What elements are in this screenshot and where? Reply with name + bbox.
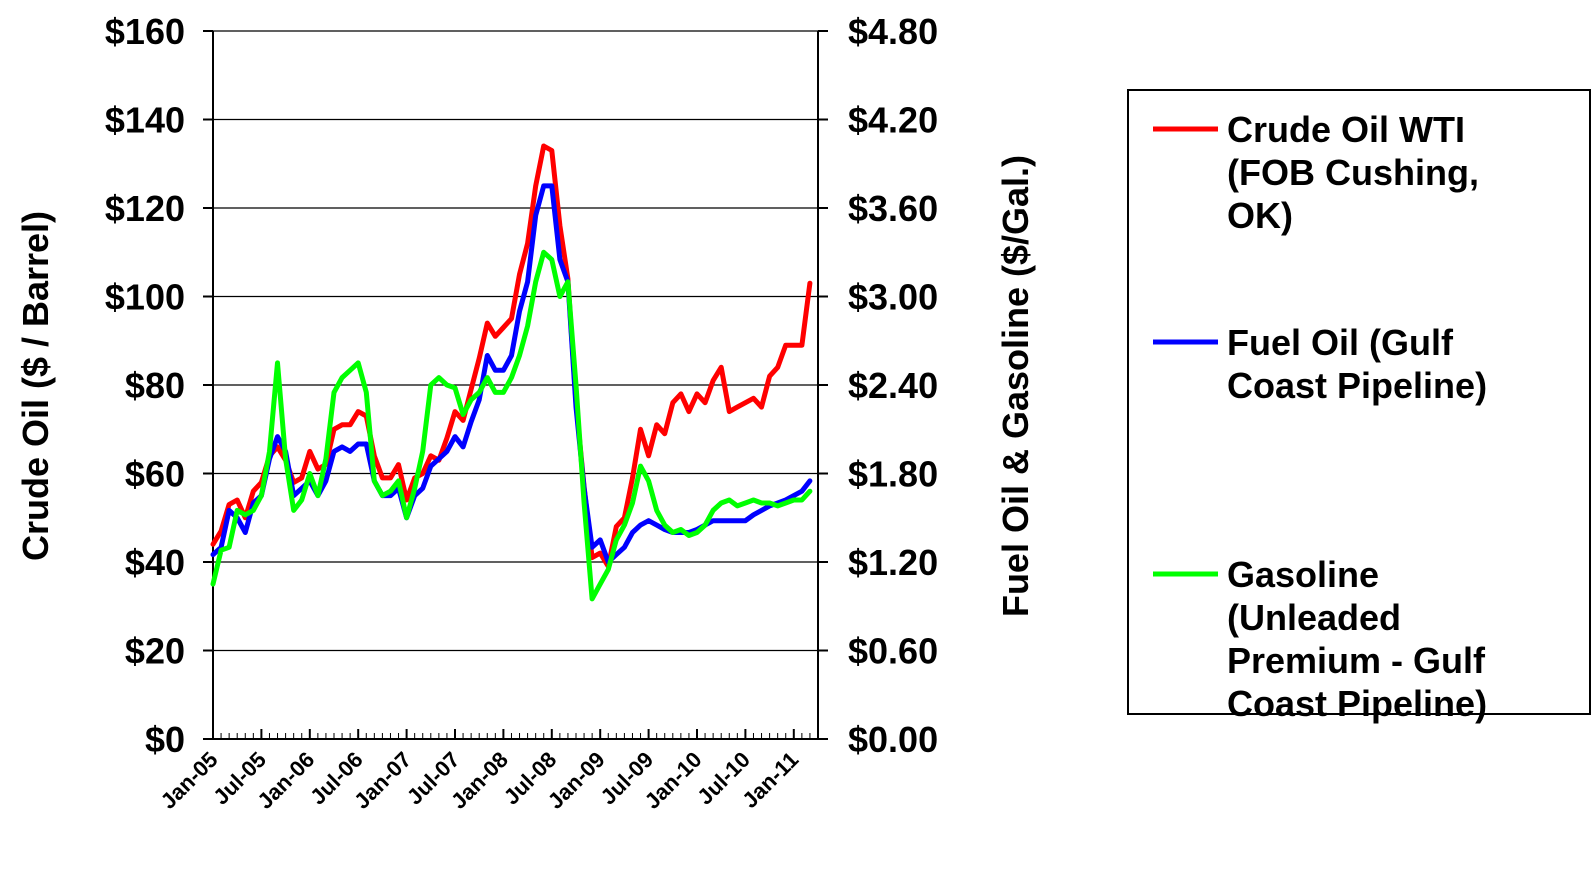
right-tick-label: $1.80 — [848, 454, 938, 495]
legend-label-3: Premium - Gulf — [1227, 640, 1486, 681]
legend-label-1: Crude Oil WTI — [1227, 109, 1465, 150]
left-tick-label: $100 — [105, 277, 185, 318]
left-tick-label: $0 — [145, 719, 185, 760]
right-tick-label: $3.60 — [848, 188, 938, 229]
legend-label-2: Fuel Oil (Gulf — [1227, 322, 1454, 363]
axis-labels: $0 $0.00 $20 $0.60 $40 $1.20 $60 $1.80 $80 $2.40 $… — [105, 11, 938, 814]
series-lines — [210, 143, 813, 602]
series-line-1 — [210, 143, 813, 569]
legend: Crude Oil WTI(FOB Cushing,OK) Fuel Oil (G… — [1127, 89, 1591, 724]
right-tick-label: $4.80 — [848, 11, 938, 52]
legend-label-1: (FOB Cushing, — [1227, 152, 1479, 193]
right-tick-label: $0.00 — [848, 719, 938, 760]
right-tick-label: $3.00 — [848, 277, 938, 318]
left-tick-label: $120 — [105, 188, 185, 229]
left-tick-label: $60 — [125, 454, 185, 495]
right-tick-label: $0.60 — [848, 631, 938, 672]
left-axis-title: Crude Oil ($ / Barrel) — [15, 211, 56, 561]
left-tick-label: $80 — [125, 365, 185, 406]
right-tick-label: $4.20 — [848, 100, 938, 141]
legend-label-3: Gasoline — [1227, 554, 1379, 595]
right-tick-label: $2.40 — [848, 365, 938, 406]
axes — [203, 30, 828, 740]
legend-label-1: OK) — [1227, 195, 1293, 236]
legend-label-3: Coast Pipeline) — [1227, 683, 1487, 724]
series-line-3 — [210, 249, 813, 602]
legend-label-3: (Unleaded — [1227, 597, 1401, 638]
left-tick-label: $40 — [125, 542, 185, 583]
legend-label-2: Coast Pipeline) — [1227, 365, 1487, 406]
left-tick-label: $20 — [125, 631, 185, 672]
legend-box — [1127, 89, 1591, 715]
right-tick-label: $1.20 — [848, 542, 938, 583]
left-tick-label: $140 — [105, 100, 185, 141]
right-axis-title: Fuel Oil & Gasoline ($/Gal.) — [995, 155, 1036, 617]
left-tick-label: $160 — [105, 11, 185, 52]
